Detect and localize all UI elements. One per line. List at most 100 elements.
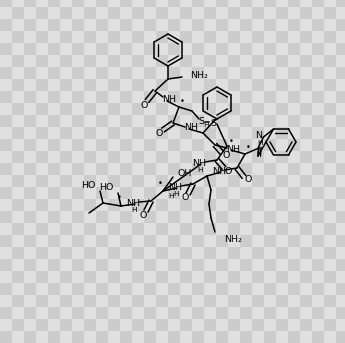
Bar	[228, 151, 240, 163]
Bar	[252, 331, 264, 343]
Bar	[312, 43, 324, 55]
Bar	[60, 199, 72, 211]
Bar	[300, 151, 312, 163]
Bar	[0, 211, 12, 223]
Bar	[36, 331, 48, 343]
Bar	[168, 235, 180, 247]
Bar	[120, 295, 132, 307]
Bar	[12, 283, 24, 295]
Bar	[276, 259, 288, 271]
Bar	[84, 271, 96, 283]
Bar	[72, 7, 84, 19]
Bar	[192, 139, 204, 151]
Bar	[12, 55, 24, 67]
Bar	[108, 307, 120, 319]
Bar	[24, 163, 36, 175]
Bar	[240, 19, 252, 31]
Bar	[252, 307, 264, 319]
Bar	[288, 223, 300, 235]
Bar	[204, 19, 216, 31]
Bar	[216, 67, 228, 79]
Bar	[192, 175, 204, 187]
Bar	[132, 223, 144, 235]
Bar	[192, 115, 204, 127]
Bar	[300, 0, 312, 7]
Bar	[216, 271, 228, 283]
Bar	[180, 271, 192, 283]
Bar	[0, 31, 12, 43]
Bar	[156, 331, 168, 343]
Bar	[300, 91, 312, 103]
Bar	[24, 0, 36, 7]
Bar	[12, 19, 24, 31]
Bar	[324, 103, 336, 115]
Bar	[132, 199, 144, 211]
Bar	[288, 175, 300, 187]
Bar	[0, 79, 12, 91]
Bar	[132, 259, 144, 271]
Bar	[204, 115, 216, 127]
Text: H: H	[168, 193, 174, 199]
Bar	[312, 307, 324, 319]
Bar	[48, 43, 60, 55]
Bar	[36, 79, 48, 91]
Bar	[96, 319, 108, 331]
Bar	[168, 55, 180, 67]
Bar	[96, 259, 108, 271]
Bar	[192, 235, 204, 247]
Bar	[312, 295, 324, 307]
Bar	[228, 79, 240, 91]
Bar	[36, 187, 48, 199]
Bar	[156, 295, 168, 307]
Bar	[192, 271, 204, 283]
Bar	[288, 163, 300, 175]
Bar	[252, 127, 264, 139]
Bar	[276, 67, 288, 79]
Bar	[180, 235, 192, 247]
Bar	[168, 67, 180, 79]
Bar	[264, 187, 276, 199]
Bar	[60, 187, 72, 199]
Text: H: H	[173, 191, 179, 197]
Bar	[216, 115, 228, 127]
Bar	[36, 247, 48, 259]
Bar	[36, 163, 48, 175]
Bar	[300, 223, 312, 235]
Bar	[312, 7, 324, 19]
Bar	[276, 0, 288, 7]
Text: NH₂: NH₂	[190, 71, 208, 81]
Bar	[216, 175, 228, 187]
Bar	[108, 67, 120, 79]
Bar	[72, 211, 84, 223]
Bar	[48, 7, 60, 19]
Bar	[252, 67, 264, 79]
Bar	[96, 139, 108, 151]
Bar	[108, 247, 120, 259]
Bar	[156, 259, 168, 271]
Bar	[300, 199, 312, 211]
Bar	[48, 151, 60, 163]
Bar	[72, 151, 84, 163]
Bar	[168, 223, 180, 235]
Bar	[156, 211, 168, 223]
Bar	[84, 331, 96, 343]
Bar	[132, 319, 144, 331]
Bar	[60, 127, 72, 139]
Text: H: H	[197, 167, 203, 173]
Bar	[180, 247, 192, 259]
Bar	[324, 163, 336, 175]
Bar	[108, 175, 120, 187]
Bar	[168, 115, 180, 127]
Bar	[288, 211, 300, 223]
Bar	[36, 175, 48, 187]
Bar	[228, 0, 240, 7]
Bar	[60, 223, 72, 235]
Bar	[96, 67, 108, 79]
Bar	[276, 331, 288, 343]
Bar	[312, 151, 324, 163]
Bar	[0, 331, 12, 343]
Bar	[336, 211, 345, 223]
Bar	[120, 319, 132, 331]
Bar	[0, 67, 12, 79]
Bar	[108, 295, 120, 307]
